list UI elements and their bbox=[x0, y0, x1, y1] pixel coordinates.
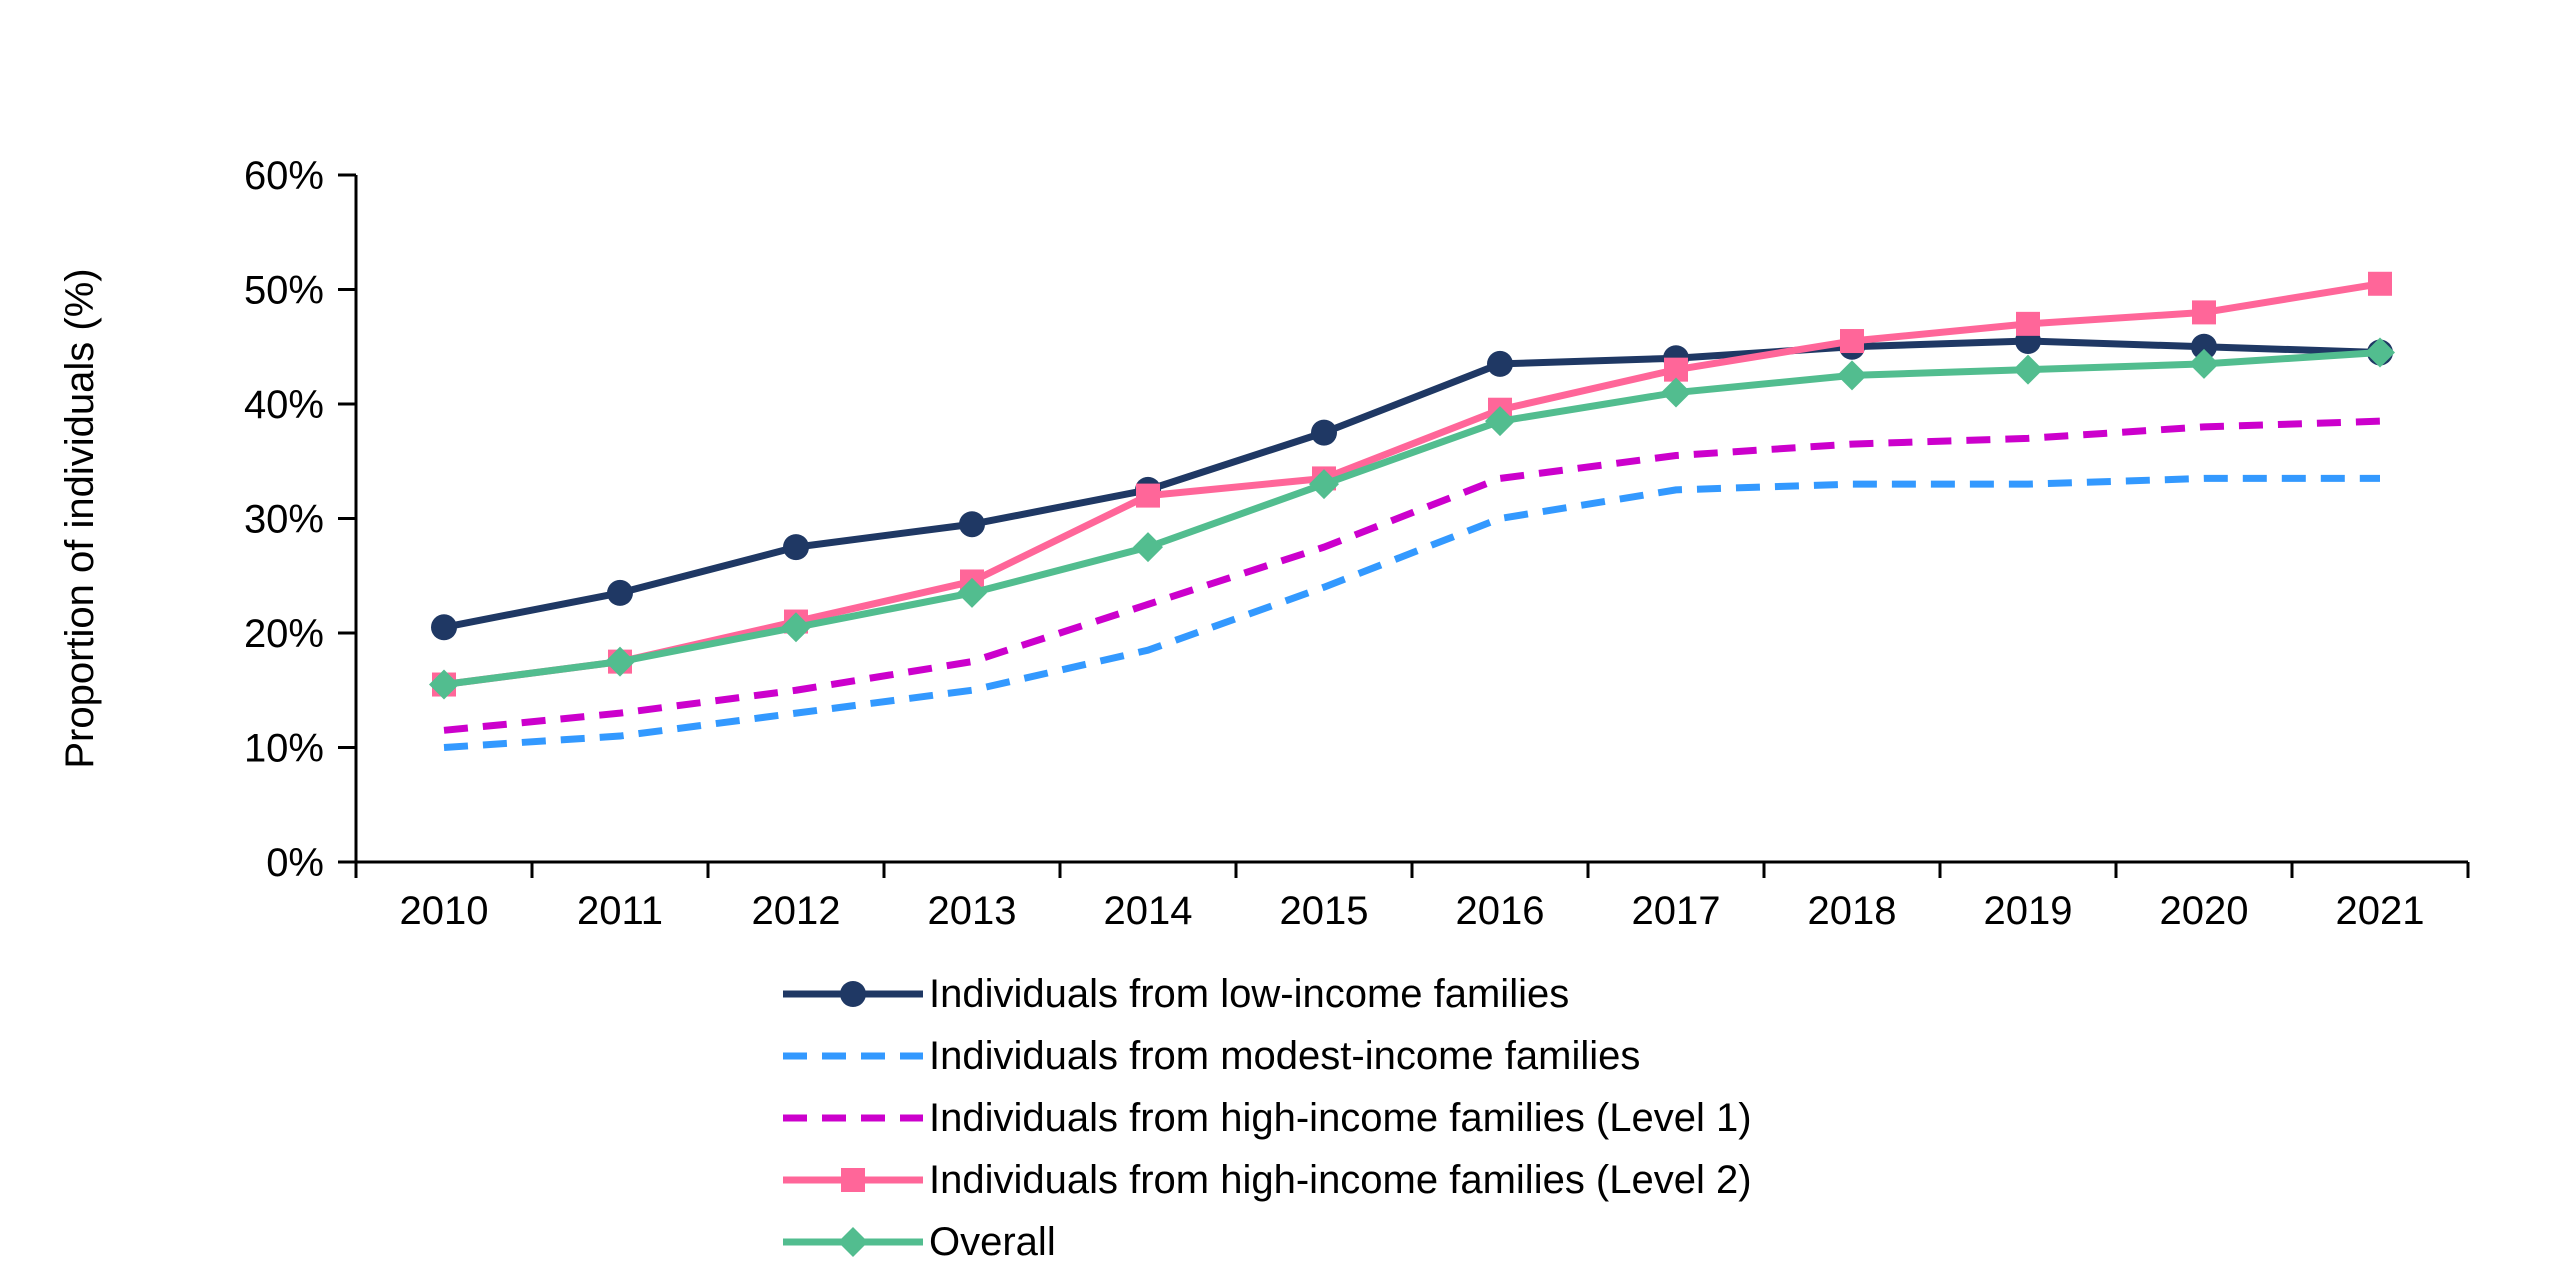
marker-diamond bbox=[1837, 360, 1867, 391]
series-line-4 bbox=[443, 348, 2381, 688]
marker-diamond bbox=[1661, 377, 1691, 408]
legend-sample bbox=[783, 981, 923, 1007]
marker-diamond bbox=[1309, 469, 1339, 500]
legend-label: Individuals from low-income families bbox=[929, 971, 1570, 1016]
marker-circle bbox=[2191, 333, 2217, 360]
legend-sample bbox=[783, 1114, 923, 1122]
marker-circle bbox=[1311, 419, 1337, 446]
marker-diamond bbox=[2189, 348, 2219, 379]
legend-item: Overall bbox=[783, 1211, 1752, 1273]
x-tick-label: 2013 bbox=[928, 889, 1017, 933]
y-tick-label: 10% bbox=[244, 727, 324, 771]
marker-diamond bbox=[1133, 532, 1163, 563]
y-axis-title: Proportion of individuals (%) bbox=[58, 268, 102, 769]
marker-circle bbox=[1487, 350, 1513, 377]
x-tick-label: 2021 bbox=[2336, 889, 2425, 933]
y-tick-label: 20% bbox=[244, 612, 324, 656]
marker-square bbox=[2368, 271, 2392, 296]
legend-marker bbox=[841, 1168, 865, 1192]
legend-marker bbox=[840, 981, 866, 1007]
legend-label: Individuals from high-income families (L… bbox=[929, 1095, 1752, 1140]
marker-diamond bbox=[605, 646, 635, 677]
marker-square bbox=[2192, 300, 2216, 325]
x-tick-label: 2012 bbox=[752, 889, 841, 933]
x-tick-label: 2019 bbox=[1984, 889, 2073, 933]
marker-diamond bbox=[429, 669, 459, 700]
series-line-1 bbox=[443, 474, 2380, 751]
marker-circle bbox=[959, 511, 985, 538]
y-tick-label: 0% bbox=[266, 841, 324, 885]
marker-circle bbox=[607, 579, 633, 606]
legend-label: Individuals from high-income families (L… bbox=[929, 1157, 1752, 1202]
marker-circle bbox=[783, 534, 809, 561]
legend-sample bbox=[783, 1052, 923, 1060]
y-tick-label: 40% bbox=[244, 383, 324, 427]
y-tick-label: 60% bbox=[244, 154, 324, 198]
marker-diamond bbox=[1485, 406, 1515, 437]
x-tick-label: 2020 bbox=[2160, 889, 2249, 933]
marker-diamond bbox=[957, 577, 987, 608]
x-tick-label: 2011 bbox=[577, 889, 663, 933]
marker-diamond bbox=[781, 612, 811, 643]
series-line-0 bbox=[443, 337, 2381, 631]
x-tick-label: 2010 bbox=[400, 889, 489, 933]
marker-square bbox=[1840, 329, 1864, 354]
x-tick-label: 2015 bbox=[1280, 889, 1369, 933]
marker-square bbox=[2016, 311, 2040, 336]
legend-item: Individuals from low-income families bbox=[783, 963, 1752, 1025]
marker-diamond bbox=[2013, 354, 2043, 385]
series-line-3 bbox=[443, 280, 2381, 688]
x-tick-label: 2017 bbox=[1632, 889, 1721, 933]
x-tick-label: 2016 bbox=[1456, 889, 1545, 933]
legend-label: Individuals from modest-income families bbox=[929, 1033, 1641, 1078]
legend-sample bbox=[783, 1168, 923, 1192]
legend-marker bbox=[838, 1227, 868, 1257]
marker-diamond bbox=[2365, 337, 2395, 368]
legend-item: Individuals from high-income families (L… bbox=[783, 1087, 1752, 1149]
marker-square bbox=[1136, 483, 1160, 508]
x-tick-label: 2014 bbox=[1104, 889, 1193, 933]
legend-label: Overall bbox=[929, 1219, 1056, 1264]
legend-item: Individuals from modest-income families bbox=[783, 1025, 1752, 1087]
y-tick-label: 50% bbox=[244, 269, 324, 313]
series-line-2 bbox=[443, 417, 2381, 734]
marker-circle bbox=[431, 614, 457, 641]
chart-legend: Individuals from low-income families Indi… bbox=[783, 963, 1752, 1273]
legend-sample bbox=[783, 1227, 923, 1257]
y-tick-label: 30% bbox=[244, 498, 324, 542]
legend-item: Individuals from high-income families (L… bbox=[783, 1149, 1752, 1211]
x-tick-label: 2018 bbox=[1808, 889, 1897, 933]
